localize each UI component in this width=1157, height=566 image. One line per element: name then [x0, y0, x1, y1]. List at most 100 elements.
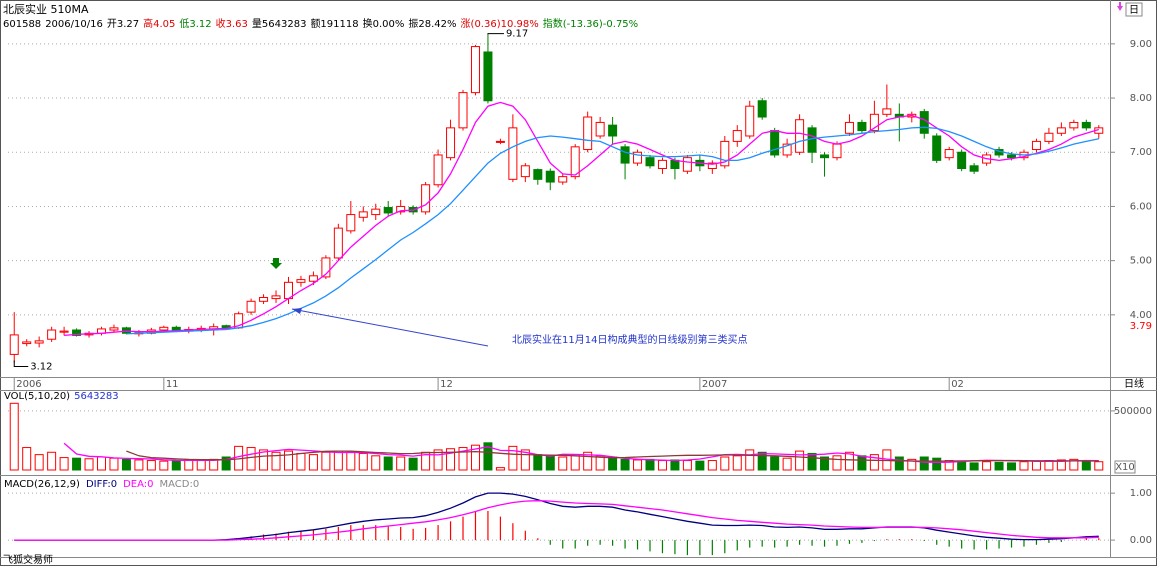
volume-bar	[159, 460, 169, 471]
volume-bar	[583, 451, 593, 471]
candle-body	[932, 135, 942, 161]
candle-body	[9, 334, 19, 355]
candle-body	[919, 111, 929, 134]
volume-bar	[396, 456, 406, 471]
info-field: 换0.00%	[362, 19, 405, 30]
volume-bar	[770, 456, 780, 471]
candle-body	[396, 205, 406, 213]
volume-bar	[446, 448, 456, 471]
volume-bar	[383, 456, 393, 471]
y-tick-label: 5.00	[1130, 256, 1152, 267]
volume-bar	[558, 456, 568, 471]
volume-bar	[707, 460, 717, 471]
indicator-line	[126, 450, 1099, 462]
volume-bar	[957, 461, 967, 471]
candle-body	[670, 159, 680, 170]
volume-bar	[59, 457, 69, 471]
candle-body	[34, 340, 44, 344]
indicator-line	[64, 101, 1099, 337]
indicator-line	[126, 126, 1099, 335]
candle-body	[433, 154, 443, 186]
volume-bar	[832, 455, 842, 471]
volume-bar	[570, 454, 580, 471]
candle-body	[495, 140, 505, 143]
y-tick-label: 0.00	[1130, 535, 1152, 546]
multiplier-label: X10	[1115, 462, 1135, 473]
panel-title: MACD(26,12,9) DIFF:0 DEA:0 MACD:0	[4, 479, 199, 490]
candle-body	[72, 329, 82, 336]
volume-bar	[283, 450, 293, 471]
candle-body	[882, 108, 892, 115]
label-leader	[487, 33, 504, 35]
candle-body	[545, 170, 555, 183]
volume-bar	[34, 454, 44, 471]
volume-bar	[919, 456, 929, 471]
panel-value: 5643283	[74, 391, 119, 402]
candle-body	[732, 130, 742, 142]
volume-bar	[346, 451, 356, 471]
volume-bar	[1056, 459, 1066, 471]
candle-body	[620, 146, 630, 164]
info-field: 指数(-13.36)-0.75%	[542, 19, 639, 30]
volume-bar	[308, 454, 318, 471]
candle-body	[246, 300, 256, 313]
candle-body	[869, 113, 879, 132]
volume-bar	[321, 451, 331, 471]
indicator-line	[14, 500, 1099, 541]
candle-body	[271, 295, 281, 300]
candle-body	[296, 279, 306, 283]
volume-bar	[657, 460, 667, 471]
candle-body	[707, 162, 717, 170]
panel-title-text: VOL(5,10,20)	[4, 391, 70, 402]
volume-bar	[96, 456, 106, 471]
multiplier-box	[1114, 460, 1136, 474]
candle-body	[358, 211, 368, 218]
volume-bar	[857, 455, 867, 471]
candle-body	[421, 184, 431, 213]
volume-bar	[1081, 460, 1091, 471]
candle-body	[371, 208, 381, 216]
volume-bar	[121, 458, 131, 471]
volume-bar	[795, 450, 805, 471]
candle-body	[1007, 154, 1017, 159]
volume-bar	[520, 449, 530, 471]
y-tick-label: 8.00	[1130, 93, 1152, 104]
info-field: 额191118	[310, 19, 359, 30]
indicator-line	[14, 492, 1099, 541]
volume-bar	[458, 447, 468, 471]
candle-body	[47, 329, 57, 340]
y-tick-label: 6.00	[1130, 201, 1152, 212]
candle-body	[782, 143, 792, 156]
volume-bar	[246, 447, 256, 471]
candle-body	[682, 157, 692, 172]
volume-bar	[907, 458, 917, 471]
volume-bar	[732, 455, 742, 471]
candle-body	[483, 51, 493, 102]
period-button[interactable]	[1125, 2, 1143, 17]
volume-bar	[221, 456, 231, 471]
candle-body	[446, 127, 456, 159]
volume-bar	[47, 451, 57, 471]
volume-bar	[869, 454, 879, 471]
legend-entry: DEA:0	[123, 479, 153, 490]
info-field: 振28.42%	[408, 19, 457, 30]
volume-bar	[333, 450, 343, 471]
volume-bar	[533, 454, 543, 471]
candle-body	[832, 143, 842, 159]
candle-body	[1031, 140, 1041, 151]
volume-bar	[994, 461, 1004, 471]
panel-title: VOL(5,10,20) 5643283	[4, 391, 119, 402]
volume-bar	[296, 452, 306, 471]
candle-body	[844, 121, 854, 134]
volume-bar	[495, 467, 505, 471]
volume-bar	[1019, 461, 1029, 471]
volume-bar	[483, 442, 493, 471]
volume-bar	[844, 451, 854, 471]
candle-body	[820, 154, 830, 159]
app-name: 飞狐交易师	[3, 553, 53, 566]
annotation: 北辰实业在11月14日构成典型的日线级别第三类买点	[512, 333, 747, 346]
volume-bar	[9, 402, 19, 471]
candle-body	[757, 100, 767, 118]
